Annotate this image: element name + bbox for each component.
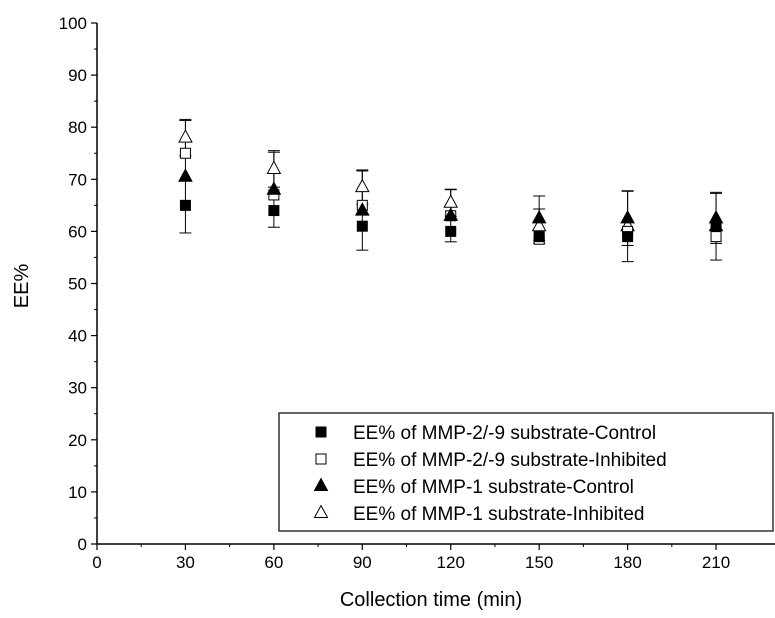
x-tick-label: 120 <box>437 553 465 572</box>
data-point <box>179 199 191 211</box>
data-point <box>268 205 280 217</box>
x-tick-label: 90 <box>353 553 372 572</box>
x-tick-label: 0 <box>92 553 101 572</box>
legend-box <box>278 412 774 532</box>
data-point <box>443 207 459 221</box>
y-tick-label: 90 <box>68 66 87 85</box>
y-tick-label: 40 <box>68 327 87 346</box>
x-tick-label: 150 <box>525 553 553 572</box>
legend-label: EE% of MMP-2/-9 substrate-Control <box>353 423 656 444</box>
data-point <box>266 181 282 195</box>
data-point <box>622 231 634 243</box>
y-tick-label: 60 <box>68 222 87 241</box>
legend-marker <box>315 453 327 465</box>
x-axis-title: Collection time (min) <box>340 589 522 611</box>
data-point <box>443 194 459 208</box>
y-tick-label: 80 <box>68 118 87 137</box>
legend-marker <box>313 477 329 492</box>
data-point <box>445 225 457 237</box>
y-tick-label: 10 <box>68 483 87 502</box>
data-point <box>710 220 722 232</box>
legend-label: EE% of MMP-1 substrate-Inhibited <box>353 504 644 525</box>
legend-marker <box>313 504 329 519</box>
data-point <box>356 220 368 232</box>
y-tick-label: 30 <box>68 379 87 398</box>
x-tick-label: 180 <box>613 553 641 572</box>
data-point <box>533 231 545 243</box>
data-point <box>354 202 370 216</box>
data-point <box>531 217 547 232</box>
x-tick-label: 210 <box>702 553 730 572</box>
data-point <box>354 178 370 193</box>
data-point <box>620 209 635 224</box>
y-tick-label: 50 <box>68 275 87 294</box>
y-tick-label: 100 <box>59 14 87 33</box>
legend-label: EE% of MMP-1 substrate-Control <box>353 477 634 498</box>
y-tick-label: 20 <box>68 431 87 450</box>
x-tick-label: 30 <box>176 553 195 572</box>
y-tick-label: 0 <box>78 535 87 554</box>
legend-label: EE% of MMP-2/-9 substrate-Inhibited <box>353 450 667 471</box>
legend-marker <box>315 426 327 438</box>
data-point <box>179 147 191 159</box>
x-tick-label: 60 <box>264 553 283 572</box>
y-axis-title: EE% <box>11 264 33 309</box>
data-point <box>710 231 722 243</box>
data-point <box>178 129 193 143</box>
y-tick-label: 70 <box>68 170 87 189</box>
data-point <box>178 168 193 182</box>
data-point <box>266 160 282 174</box>
data-point <box>531 209 547 224</box>
